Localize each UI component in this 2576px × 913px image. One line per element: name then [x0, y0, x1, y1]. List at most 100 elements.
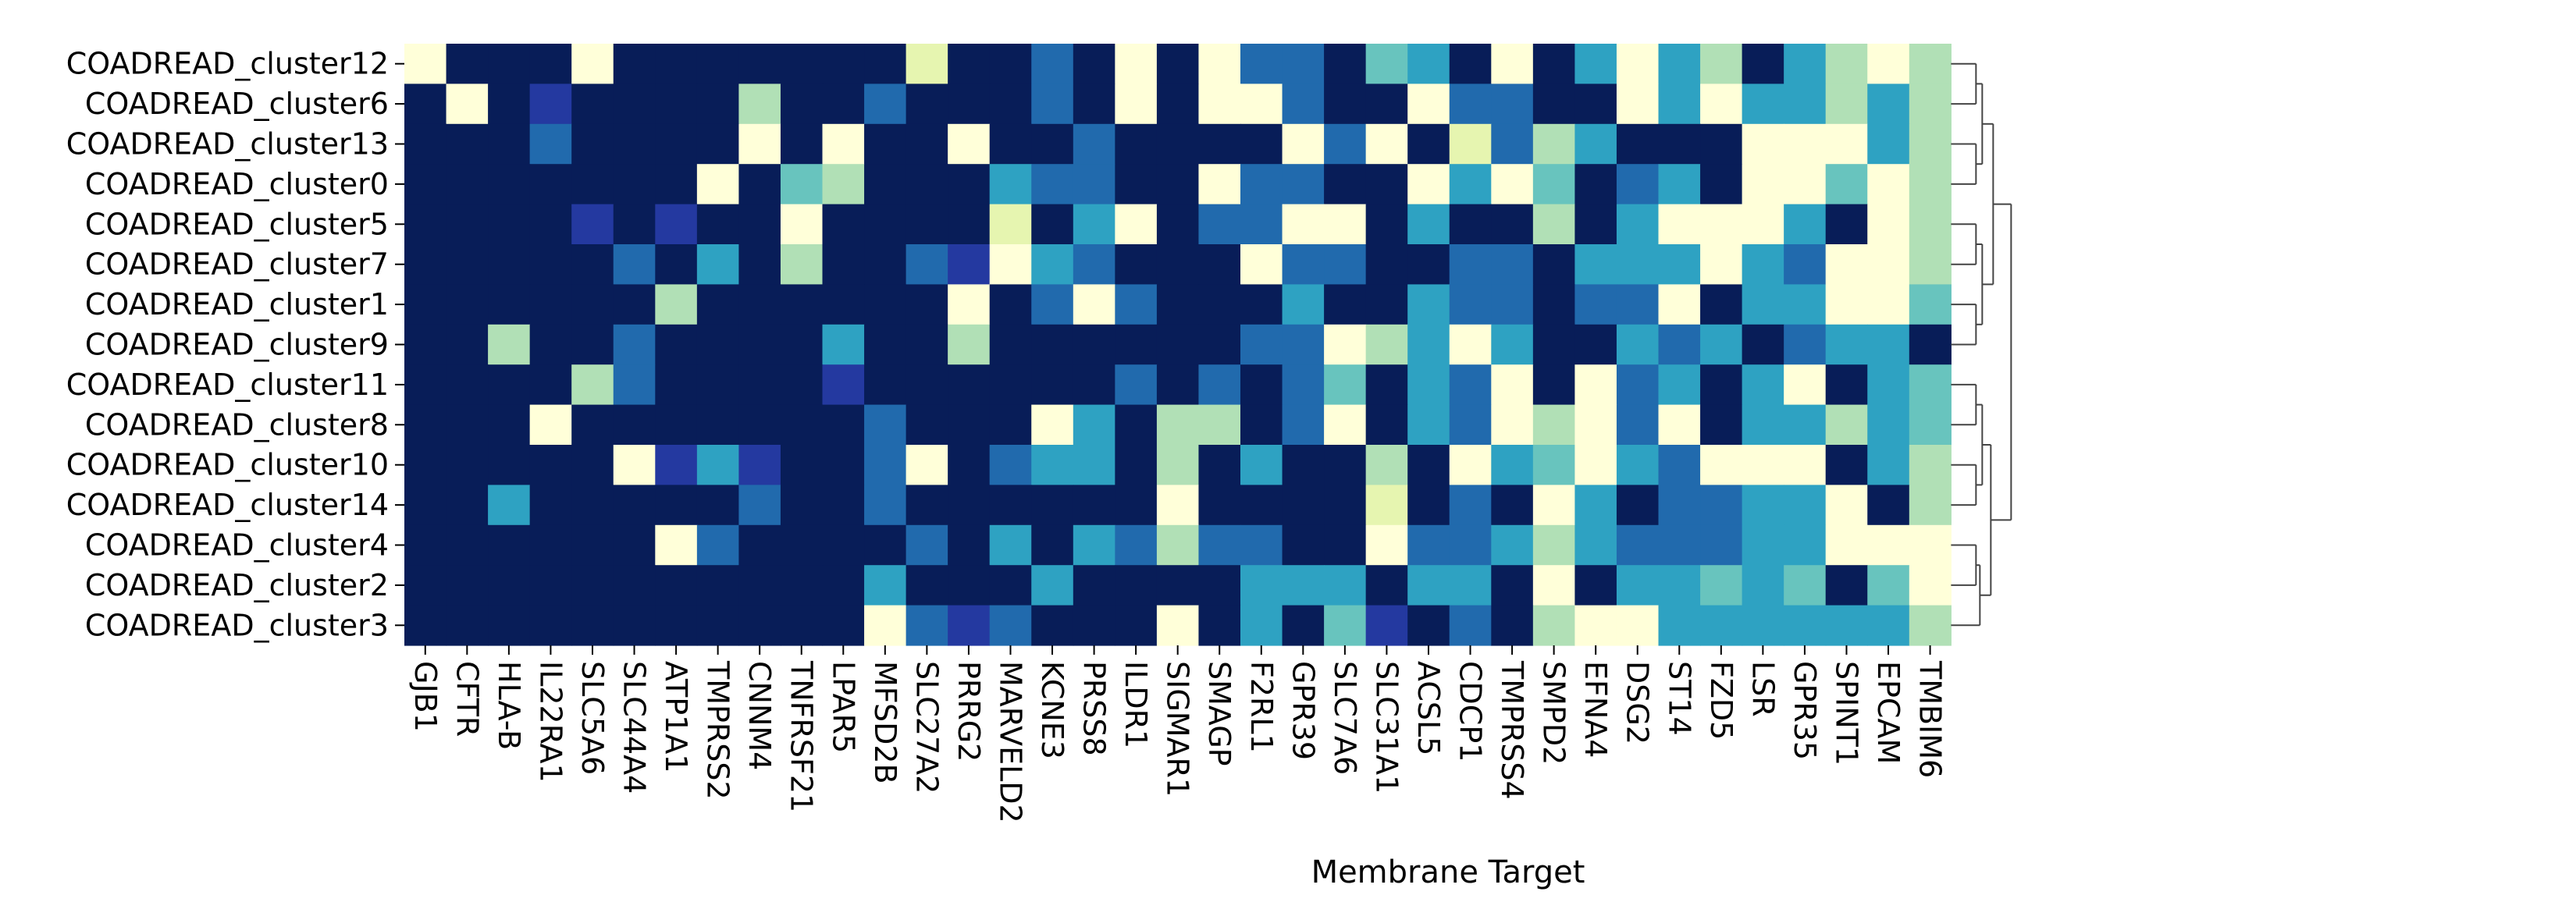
heatmap-cell [404, 524, 447, 566]
column-label: SIGMAR1 [1161, 661, 1195, 797]
heatmap-cell [1491, 244, 1534, 285]
heatmap-cell [1616, 565, 1660, 606]
heatmap-cell [1115, 324, 1158, 365]
heatmap-cell [1825, 605, 1868, 646]
heatmap-cell [1616, 524, 1660, 566]
heatmap-cell [948, 445, 991, 485]
heatmap-cell [1449, 83, 1492, 125]
heatmap-cell [613, 485, 656, 526]
heatmap-cell [1407, 123, 1450, 165]
heatmap-cell [1324, 485, 1367, 526]
column-label: EFNA4 [1578, 661, 1613, 758]
heatmap-cell [1867, 123, 1910, 165]
column-label: SLC5A6 [575, 661, 610, 775]
heatmap-cell [613, 284, 656, 325]
heatmap-cell [1282, 123, 1325, 165]
heatmap-cell [948, 324, 991, 365]
heatmap-cell [948, 524, 991, 566]
heatmap-cell [1742, 605, 1784, 646]
heatmap-cell [1240, 164, 1283, 205]
heatmap-cell [822, 44, 865, 84]
heatmap-cell [655, 524, 698, 566]
heatmap-cell [404, 204, 447, 245]
column-label: SLC44A4 [617, 661, 652, 794]
heatmap-cell [1532, 524, 1575, 566]
heatmap-cell [1031, 565, 1074, 606]
heatmap-cell [1365, 44, 1408, 84]
heatmap-cell [1825, 164, 1868, 205]
heatmap-cell [1365, 605, 1408, 646]
heatmap-cell [1282, 605, 1325, 646]
heatmap-cell [1324, 364, 1367, 406]
heatmap-cell [1240, 204, 1283, 245]
heatmap-cell [1449, 565, 1492, 606]
heatmap-cell [1156, 445, 1200, 485]
heatmap-cell [571, 244, 614, 285]
row-label: COADREAD_cluster8 [85, 407, 389, 442]
heatmap-cell [404, 324, 447, 365]
heatmap-cell [1784, 44, 1827, 84]
heatmap-cell [696, 565, 739, 606]
heatmap-cell [1867, 404, 1910, 446]
heatmap-cell [738, 445, 781, 485]
heatmap-cell [1282, 364, 1325, 406]
heatmap-cell [1784, 123, 1827, 165]
heatmap-cell [906, 164, 948, 205]
heatmap-cell [1574, 485, 1617, 526]
heatmap-cell [1742, 204, 1784, 245]
heatmap-cell [1825, 204, 1868, 245]
heatmap-cell [1115, 123, 1158, 165]
heatmap-cell [696, 44, 739, 84]
heatmap-cell [864, 524, 907, 566]
heatmap-cell [989, 485, 1032, 526]
heatmap-cell [1240, 605, 1283, 646]
heatmap-cell [1156, 364, 1200, 406]
heatmap-cell [1825, 364, 1868, 406]
heatmap-cell [780, 83, 824, 125]
heatmap-cell [404, 164, 447, 205]
heatmap-cell [906, 83, 948, 125]
heatmap-cell [529, 284, 572, 325]
heatmap-cell [1365, 123, 1408, 165]
heatmap-cell [864, 605, 907, 646]
heatmap-cell [1198, 244, 1241, 285]
heatmap-cell [655, 244, 698, 285]
heatmap-cell [488, 524, 531, 566]
heatmap-cell [488, 565, 531, 606]
heatmap-cell [529, 324, 572, 365]
heatmap-cell [1449, 284, 1492, 325]
heatmap-cell [1073, 284, 1115, 325]
heatmap-cell [906, 445, 948, 485]
heatmap-cell [446, 324, 489, 365]
heatmap-cell [1491, 324, 1534, 365]
heatmap-cell [1742, 445, 1784, 485]
heatmap-cell [1449, 445, 1492, 485]
heatmap-cell [1240, 485, 1283, 526]
heatmap-cell [1324, 445, 1367, 485]
heatmap-cell [1449, 404, 1492, 446]
heatmap-cell [948, 404, 991, 446]
heatmap-cell [1324, 123, 1367, 165]
heatmap-cell [1156, 44, 1200, 84]
heatmap-cell [1282, 324, 1325, 365]
heatmap-cell [989, 284, 1032, 325]
heatmap-cell [1365, 284, 1408, 325]
column-label: F2RL1 [1244, 661, 1279, 753]
heatmap-cell [1909, 83, 1952, 125]
heatmap-cell [1324, 284, 1367, 325]
heatmap-cell [1073, 204, 1115, 245]
heatmap-cell [1700, 324, 1743, 365]
heatmap-cell [404, 83, 447, 125]
heatmap-cell [1742, 404, 1784, 446]
heatmap-cell [613, 204, 656, 245]
heatmap-cell [1700, 445, 1743, 485]
heatmap-cell [1658, 204, 1701, 245]
heatmap-cell [1825, 83, 1868, 125]
heatmap-cell [1658, 244, 1701, 285]
heatmap-cell [571, 123, 614, 165]
heatmap-cell [864, 204, 907, 245]
heatmap-cell [1532, 485, 1575, 526]
heatmap-cell [1156, 404, 1200, 446]
heatmap-cell [822, 364, 865, 406]
heatmap-cell [1616, 364, 1660, 406]
